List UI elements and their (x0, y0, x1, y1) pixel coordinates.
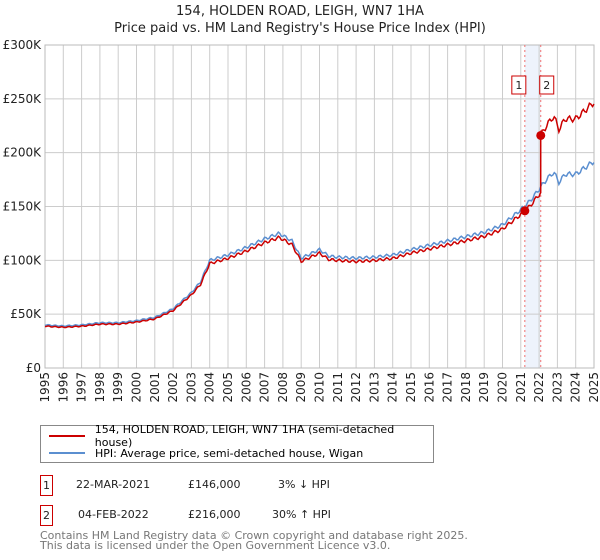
x-tick-label: 2005 (221, 372, 235, 403)
property-price-line (44, 102, 595, 329)
y-tick-label: £100K (3, 253, 43, 267)
x-tick-label: 2001 (148, 372, 162, 403)
sale-date: 04-FEB-2022 (78, 508, 149, 521)
chart-subtitle: Price paid vs. HM Land Registry's House … (114, 21, 486, 36)
chart-title: 154, HOLDEN ROAD, LEIGH, WN7 1HA (176, 4, 424, 19)
x-tick-label: 2003 (184, 372, 198, 403)
x-tick-label: 2000 (130, 372, 144, 403)
legend-swatch-property (49, 435, 85, 437)
x-tick-label: 1996 (56, 372, 70, 403)
x-tick-label: 2025 (587, 372, 600, 403)
footer-line: Contains HM Land Registry data © Crown c… (40, 529, 468, 542)
x-tick-label: 2016 (422, 372, 436, 403)
y-tick-label: £150K (3, 200, 43, 214)
x-tick-label: 2011 (331, 372, 345, 403)
y-tick-label: £300K (3, 38, 43, 52)
sale-marker-label: 1 (40, 475, 53, 496)
x-tick-label: 2014 (386, 372, 400, 403)
sale-marker-label: 2 (40, 505, 53, 526)
x-tick-label: 2017 (441, 372, 455, 403)
legend-label-property: 154, HOLDEN ROAD, LEIGH, WN7 1HA (semi-d… (94, 423, 395, 449)
sale-label-text: 1 (515, 79, 522, 92)
sale-hpi-diff: 30% ↑ HPI (272, 508, 331, 521)
x-tick-label: 2012 (349, 372, 363, 403)
x-tick-label: 2013 (367, 372, 381, 403)
sale-price: £216,000 (188, 508, 241, 521)
x-tick-label: 2018 (459, 372, 473, 403)
sale-date: 22-MAR-2021 (76, 478, 151, 491)
x-tick-label: 1998 (93, 372, 107, 403)
plot-border (44, 44, 595, 369)
x-tick-label: 2021 (514, 372, 528, 403)
x-tick-label: 2002 (166, 372, 180, 403)
x-tick-label: 2022 (532, 372, 546, 403)
sale-point (520, 206, 530, 216)
sale-label-box (511, 75, 527, 95)
x-tick-label: 2004 (203, 372, 217, 403)
y-tick-label: £200K (3, 146, 43, 160)
x-tick-label: 2019 (477, 372, 491, 403)
hpi-line (44, 161, 595, 328)
footer: Contains HM Land Registry data © Crown c… (40, 529, 468, 552)
plot-area: £0 £50K £100K £150K £200K £250K £300K 1995 1996 1… (3, 38, 600, 403)
footer-line: This data is licensed under the Open Gov… (40, 539, 391, 552)
x-tick-label: 2023 (550, 372, 564, 403)
sale-price: £146,000 (188, 478, 241, 491)
x-tick-label: 2010 (313, 372, 327, 403)
x-tick-label: 2024 (569, 372, 583, 403)
legend-swatch-hpi (49, 452, 85, 454)
y-tick-label: £50K (10, 307, 42, 321)
legend-label-hpi: HPI: Average price, semi-detached house,… (95, 446, 364, 460)
x-tick-label: 1997 (75, 372, 89, 403)
x-tick-label: 2008 (276, 372, 290, 403)
sale-point (536, 130, 546, 140)
legend: 154, HOLDEN ROAD, LEIGH, WN7 1HA (semi-d… (40, 423, 434, 463)
sale-hpi-diff: 3% ↓ HPI (278, 478, 330, 491)
x-tick-label: 2007 (258, 372, 272, 403)
x-tick-label: 2009 (294, 372, 308, 403)
y-tick-label: £0 (26, 361, 41, 375)
x-tick-label: 2020 (496, 372, 510, 403)
x-tick-label: 2006 (239, 372, 253, 403)
y-tick-label: £250K (3, 92, 43, 106)
x-tick-label: 2015 (404, 372, 418, 403)
x-tick-label: 1995 (38, 372, 52, 403)
sale-label-text: 2 (543, 79, 550, 92)
sale-label-box (539, 75, 555, 95)
x-tick-label: 1999 (111, 372, 125, 403)
